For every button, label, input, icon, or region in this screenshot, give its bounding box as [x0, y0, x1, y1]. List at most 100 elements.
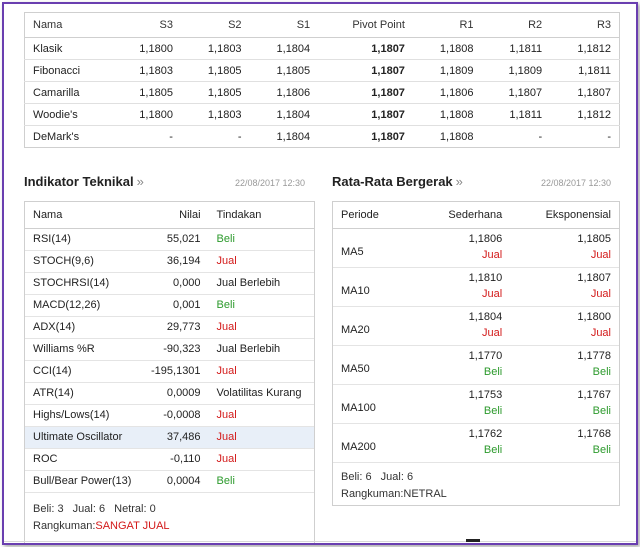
indicator-row[interactable]: ATR(14) 0,0009 Volatilitas Kurang — [25, 382, 314, 405]
indicator-name[interactable]: MACD(12,26) — [25, 294, 143, 317]
indicator-name[interactable]: ROC — [25, 448, 143, 471]
indicators-arrow-icon[interactable]: » — [136, 174, 144, 189]
ma-simple-cell: 1,1770 Beli — [417, 345, 511, 385]
pivot-method-name: Camarilla — [24, 81, 113, 104]
ma-exponential-cell: 1,1767 Beli — [510, 384, 619, 424]
pivot-header-cell: Pivot Point — [318, 12, 413, 38]
indicator-name[interactable]: RSI(14) — [25, 228, 143, 251]
indicator-action: Jual — [208, 316, 314, 339]
indicator-row[interactable]: MACD(12,26) 0,001 Beli — [25, 294, 314, 317]
indicator-value: 0,0004 — [143, 470, 209, 493]
pivot-header-cell: R1 — [412, 12, 482, 38]
indicators-rating: Rangkuman:SANGAT JUAL — [33, 518, 306, 535]
indicators-title[interactable]: Indikator Teknikal» — [24, 174, 144, 189]
pivot-row: Klasik 1,1800 1,1803 1,1804 1,1807 1,1808 1,18… — [24, 37, 620, 60]
pivot-value: 1,1805 — [180, 59, 250, 82]
ma-simple-value: 1,1762 — [468, 428, 503, 440]
indicator-row[interactable]: STOCH(9,6) 36,194 Jual — [25, 250, 314, 273]
indicator-action: Jual Berlebih — [208, 272, 314, 295]
pivot-value: 1,1807 — [318, 103, 413, 126]
indicator-row[interactable]: Ultimate Oscillator 37,486 Jual — [25, 426, 314, 449]
ma-exponential-value: 1,1768 — [577, 428, 611, 440]
indicators-summary: Beli: 3 Jual: 6 Netral: 0 Rangkuman:SANG… — [25, 493, 314, 535]
moving-averages-panel: Periode Sederhana Eksponensial MA5 1,1806… — [332, 201, 620, 506]
indicators-counts: Beli: 3 Jual: 6 Netral: 0 — [33, 501, 306, 518]
pivot-value: 1,1807 — [550, 81, 620, 104]
netral-count-label: Netral: — [114, 502, 147, 515]
ma-summary: Beli: 6 Jual: 6 Rangkuman:NETRAL — [333, 463, 619, 503]
ma-period: MA20 — [333, 306, 417, 346]
pivot-value: - — [237, 130, 242, 143]
indicator-action: Beli — [208, 294, 314, 317]
ma-row: MA200 1,1762 Beli 1,1768 Beli — [333, 423, 619, 463]
ma-title-text[interactable]: Rata-Rata Bergerak — [332, 174, 453, 189]
indicator-value: 36,194 — [143, 250, 209, 273]
ma-simple-cell: 1,1806 Jual — [417, 228, 511, 268]
ma-beli-count: 6 — [365, 470, 372, 483]
ma-simple-action: Beli — [483, 444, 503, 456]
indicator-action: Jual — [208, 448, 314, 471]
pivot-value: 1,1805 — [112, 81, 181, 104]
indicator-row[interactable]: CCI(14) -195,1301 Jual — [25, 360, 314, 383]
indicator-value: 55,021 — [143, 228, 209, 251]
pivot-header-cell: R3 — [550, 12, 620, 38]
indicators-header-row: Nama Nilai Tindakan — [25, 202, 314, 229]
indicator-row[interactable]: Williams %R -90,323 Jual Berlebih — [25, 338, 314, 361]
pivot-value: 1,1808 — [412, 103, 482, 126]
ma-exponential-cell: 1,1807 Jual — [510, 267, 619, 307]
pivot-value: 1,1808 — [439, 130, 474, 143]
indicator-row[interactable]: Highs/Lows(14) -0,0008 Jual — [25, 404, 314, 427]
ma-rating-value: NETRAL — [403, 487, 447, 500]
ma-exponential-value: 1,1805 — [577, 233, 611, 245]
ma-period: MA5 — [333, 228, 417, 268]
ma-period: MA100 — [333, 384, 417, 424]
ma-row: MA50 1,1770 Beli 1,1778 Beli — [333, 345, 619, 385]
pivot-row: DeMark's - - 1,1804 1,1807 1,1808 - - — [25, 126, 620, 148]
pivot-value: 1,1812 — [550, 103, 620, 126]
indicator-action: Beli — [208, 470, 314, 493]
indicators-table: Nama Nilai Tindakan RSI(14) 55,021 Beli STO… — [25, 202, 314, 493]
pivot-value: 1,1803 — [112, 59, 181, 82]
ma-title[interactable]: Rata-Rata Bergerak» — [332, 174, 463, 189]
ma-simple-action: Beli — [483, 366, 503, 378]
indicator-row[interactable]: Bull/Bear Power(13) 0,0004 Beli — [25, 470, 314, 493]
indicator-row[interactable]: ADX(14) 29,773 Jual — [25, 316, 314, 339]
indicator-name[interactable]: STOCHRSI(14) — [25, 272, 143, 295]
pivot-value: 1,1804 — [276, 130, 311, 143]
ma-arrow-icon[interactable]: » — [455, 174, 463, 189]
pivot-value: 1,1806 — [412, 81, 482, 104]
indicator-name[interactable]: Highs/Lows(14) — [25, 404, 143, 427]
ma-exponential-value: 1,1800 — [577, 311, 611, 323]
indicator-row[interactable]: RSI(14) 55,021 Beli — [25, 228, 314, 251]
ma-simple-value: 1,1770 — [468, 350, 503, 362]
ma-row: MA20 1,1804 Jual 1,1800 Jual — [333, 306, 619, 346]
indicator-name[interactable]: CCI(14) — [25, 360, 143, 383]
indicators-title-text[interactable]: Indikator Teknikal — [24, 174, 134, 189]
indicator-name[interactable]: ADX(14) — [25, 316, 143, 339]
ma-simple-value: 1,1753 — [468, 389, 503, 401]
ma-exponential-action: Jual — [590, 288, 611, 300]
pivot-value: 1,1807 — [318, 81, 413, 104]
indicator-name[interactable]: Ultimate Oscillator — [25, 426, 143, 449]
pivot-row: Woodie's 1,1800 1,1803 1,1804 1,1807 1,1808 1,… — [24, 103, 620, 126]
indicator-name[interactable]: Williams %R — [25, 338, 143, 361]
rating-label: Rangkuman: — [33, 519, 96, 532]
indicator-value: -195,1301 — [143, 360, 209, 383]
ma-beli-count-label: Beli: — [341, 470, 363, 483]
indicator-row[interactable]: STOCHRSI(14) 0,000 Jual Berlebih — [25, 272, 314, 295]
ma-simple-action: Jual — [482, 288, 503, 300]
jual-count: 6 — [98, 502, 106, 515]
indicator-name[interactable]: Bull/Bear Power(13) — [25, 470, 143, 493]
indicator-name[interactable]: ATR(14) — [25, 382, 143, 405]
pivot-row: Camarilla 1,1805 1,1805 1,1806 1,1807 1,1806 1… — [24, 81, 620, 104]
indicator-action: Jual — [208, 250, 314, 273]
indicator-action: Jual — [208, 426, 314, 449]
ma-header-simple: Sederhana — [417, 202, 511, 229]
ma-simple-value: 1,1804 — [468, 311, 503, 323]
ma-exponential-value: 1,1767 — [577, 389, 611, 401]
indicators-header-value: Nilai — [143, 202, 209, 229]
indicator-name[interactable]: STOCH(9,6) — [25, 250, 143, 273]
indicator-row[interactable]: ROC -0,110 Jual — [25, 448, 314, 471]
ma-simple-value: 1,1810 — [468, 272, 503, 284]
